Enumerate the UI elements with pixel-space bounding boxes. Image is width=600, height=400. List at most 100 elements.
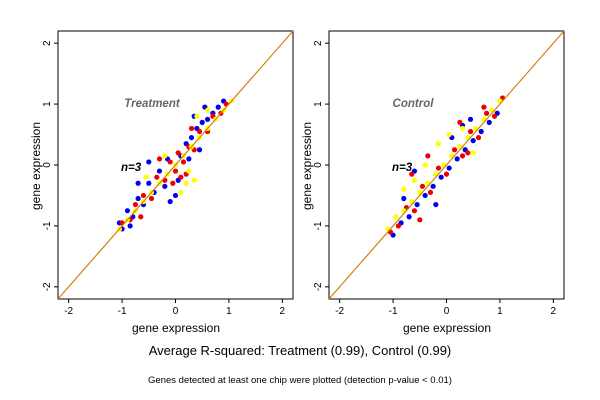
treatment-series-0-point xyxy=(156,168,163,174)
treatment-series-0-point xyxy=(172,192,179,199)
treatment-panel: Treatment n=3 gene expression gene expre… xyxy=(29,30,294,335)
treatment-series-1-point xyxy=(148,195,155,202)
control-y-tick-label: 0 xyxy=(313,162,324,168)
control-series-0-point xyxy=(454,156,460,162)
treatment-series-1-point xyxy=(196,128,203,135)
treatment-identity-line xyxy=(57,30,294,300)
control-series-0-point xyxy=(433,201,439,208)
control-series-0-point xyxy=(446,165,452,171)
control-series-1-point xyxy=(451,147,458,153)
control-series-1-point xyxy=(425,153,431,159)
control-series-2-point xyxy=(446,131,452,138)
control-identity-line xyxy=(328,30,565,300)
treatment-series-0-point xyxy=(199,119,205,125)
control-series-1-point xyxy=(483,110,490,116)
treatment-series-1-point xyxy=(188,125,195,132)
control-panel: Control n=3 gene expression gene express… xyxy=(300,30,565,335)
treatment-series-0-point xyxy=(204,116,211,122)
r-squared-summary: Average R-squared: Treatment (0.99), Con… xyxy=(148,343,452,358)
control-series-0-point xyxy=(486,119,492,125)
control-series-0-point xyxy=(467,116,474,122)
control-y-tick-label: 1 xyxy=(313,101,324,107)
control-y-tick-label: -1 xyxy=(313,221,324,230)
control-series-1-point xyxy=(419,183,426,189)
treatment-series-2-point xyxy=(162,153,168,159)
control-series-1-point xyxy=(457,119,463,125)
control-x-tick-label: 2 xyxy=(551,306,557,317)
control-panel-y-axis-label: gene expression xyxy=(300,122,314,210)
treatment-panel-sample-count: n=3 xyxy=(121,162,142,174)
control-series-0-point xyxy=(422,192,428,199)
treatment-series-1-point xyxy=(138,214,144,220)
treatment-x-tick-label: -1 xyxy=(118,306,127,317)
treatment-series-1-point xyxy=(180,159,187,165)
treatment-panel-x-axis-label: gene expression xyxy=(132,321,220,335)
treatment-series-0-point xyxy=(135,195,141,202)
treatment-series-1-point xyxy=(132,201,139,208)
treatment-series-1-point xyxy=(154,174,160,180)
control-series-1-point xyxy=(481,104,487,110)
control-x-tick-label: 0 xyxy=(444,306,450,317)
treatment-series-0-point xyxy=(146,180,152,186)
control-series-2-point xyxy=(435,141,442,147)
control-series-1-point xyxy=(409,171,415,177)
treatment-x-tick-label: 0 xyxy=(173,306,179,317)
treatment-series-0-point xyxy=(188,134,195,141)
treatment-series-2-point xyxy=(143,174,149,180)
treatment-x-tick-label: 1 xyxy=(226,306,232,317)
control-series-2-point xyxy=(393,214,399,220)
control-series-2-point xyxy=(401,186,407,192)
control-series-0-point xyxy=(478,128,484,135)
treatment-series-2-point xyxy=(183,180,189,186)
treatment-y-tick-label: 2 xyxy=(42,40,53,46)
treatment-series-0-point xyxy=(162,183,168,189)
treatment-y-tick-label: 1 xyxy=(42,101,53,107)
control-series-1-point xyxy=(491,113,498,119)
control-series-0-point xyxy=(406,214,412,220)
control-series-2-point xyxy=(459,125,466,132)
control-series-1-point xyxy=(411,208,418,214)
treatment-series-1-point xyxy=(170,180,176,186)
control-series-2-point xyxy=(411,177,418,183)
control-series-2-point xyxy=(470,150,476,156)
control-x-tick-label: -2 xyxy=(335,306,344,317)
treatment-panel-y-axis-label: gene expression xyxy=(29,122,43,210)
treatment-series-2-point xyxy=(178,189,184,196)
treatment-series-0-point xyxy=(127,223,133,229)
control-series-1-point xyxy=(427,189,434,196)
treatment-y-tick-label: 0 xyxy=(42,162,53,168)
treatment-series-1-point xyxy=(140,192,147,199)
control-series-1-point xyxy=(443,171,450,177)
control-series-1-point xyxy=(475,134,482,141)
treatment-series-1-point xyxy=(167,159,173,165)
treatment-y-tick-label: -1 xyxy=(42,221,53,230)
control-y-tick-label: 2 xyxy=(313,40,324,46)
treatment-x-tick-label: -2 xyxy=(64,306,73,317)
control-panel-sample-count: n=3 xyxy=(392,162,413,174)
control-series-1-point xyxy=(465,150,471,156)
control-series-0-point xyxy=(414,201,420,208)
treatment-series-0-point xyxy=(186,156,192,162)
treatment-y-tick-label: -2 xyxy=(42,282,53,291)
treatment-series-1-point xyxy=(172,168,179,174)
detection-note: Genes detected at least one chip were pl… xyxy=(148,375,452,386)
treatment-series-2-point xyxy=(204,107,211,113)
control-x-tick-label: -1 xyxy=(389,306,398,317)
control-series-0-point xyxy=(430,183,436,189)
treatment-series-1-point xyxy=(178,174,184,180)
treatment-series-2-point xyxy=(191,177,197,183)
treatment-series-0-point xyxy=(146,159,152,165)
treatment-series-0-point xyxy=(167,198,173,205)
treatment-x-tick-label: 2 xyxy=(280,306,286,317)
control-y-tick-label: -2 xyxy=(313,282,324,291)
treatment-series-0-point xyxy=(124,208,131,214)
control-series-1-point xyxy=(417,217,423,223)
control-panel-title: Control xyxy=(393,98,435,110)
treatment-series-0-point xyxy=(196,147,203,153)
control-series-1-point xyxy=(435,165,442,171)
treatment-series-1-point xyxy=(175,150,181,156)
control-series-0-point xyxy=(401,195,407,202)
control-series-0-point xyxy=(438,174,444,180)
control-series-1-point xyxy=(467,128,474,135)
